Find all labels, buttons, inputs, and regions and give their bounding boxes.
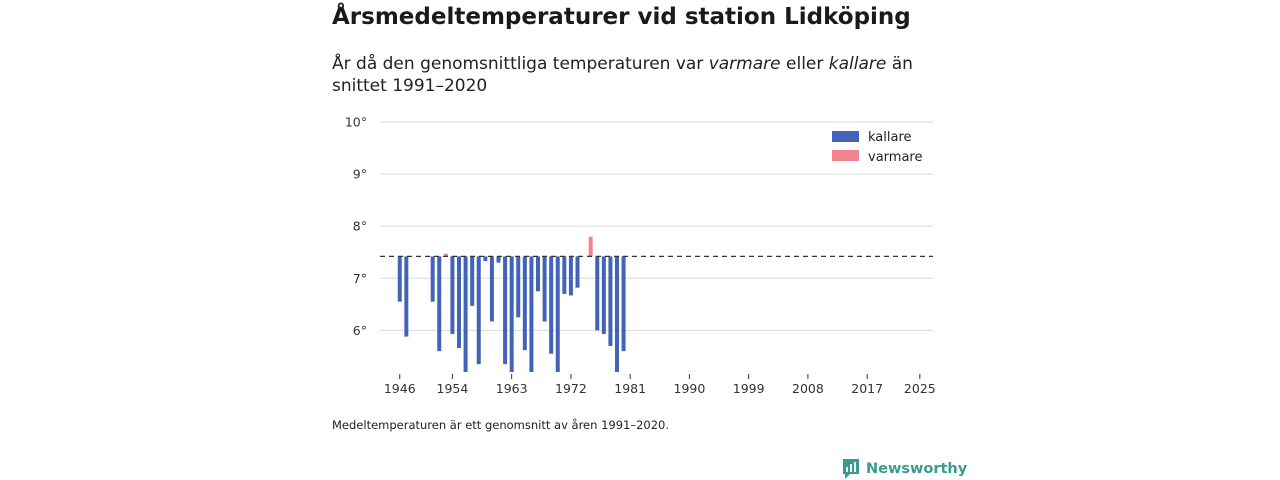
bar-1964 [516,256,521,318]
brand-logo: Newsworthy [842,458,967,480]
y-tick-label-9: 9° [353,167,367,182]
bar-1978 [608,256,613,346]
y-tick-label-6: 6° [353,323,367,338]
bar-1973 [575,256,580,288]
bar-1952 [437,256,442,352]
bar-1972 [568,256,573,296]
x-tick-label-1990: 1990 [674,381,706,396]
bar-1966 [529,256,534,372]
legend-label-cold: kallare [868,130,912,145]
bars [397,236,626,372]
bar-1963 [509,256,514,372]
bar-1955 [457,256,461,349]
x-axis: 1946 1954 1963 1972 1981 1990 1999 2008 2017 2025 [384,374,936,396]
legend: kallare varmare [832,130,922,165]
bar-1956 [463,256,468,372]
bar-1961 [496,256,501,263]
chart-subtitle: År då den genomsnittliga temperaturen va… [332,53,932,97]
bar-1946 [397,256,402,302]
y-tick-label-7: 7° [353,271,367,286]
bar-1958 [476,256,481,365]
brand-name: Newsworthy [866,461,968,477]
bar-1975 [588,236,593,257]
footnote: Medeltemperaturen är ett genomsnitt av å… [332,418,670,432]
bar-1957 [470,256,475,306]
x-tick-label-2008: 2008 [792,381,824,396]
subtitle-text-1: År då den genomsnittliga temperaturen va… [332,54,709,74]
bar-1965 [522,256,527,351]
x-tick-label-1981: 1981 [614,381,646,396]
newsworthy-logo-icon [843,459,859,479]
x-tick-label-1972: 1972 [555,381,587,396]
bar-1970 [555,256,560,372]
temperature-bar-chart: 6° 7° 8° 9° 10° 1946 1954 1963 1972 1981 1990 1999… [345,115,936,397]
bar-1951 [430,256,435,302]
bar-1962 [503,256,508,365]
bar-1947 [404,256,409,337]
legend-swatch-cold [832,131,859,142]
x-tick-label-1999: 1999 [733,381,765,396]
x-tick-label-1963: 1963 [496,381,528,396]
bar-1960 [489,256,494,322]
subtitle-text-2: eller [780,54,829,74]
legend-swatch-warm [832,150,859,161]
bar-1967 [536,256,540,292]
bar-1959 [483,256,488,262]
bar-1969 [549,256,554,354]
bar-1953 [443,253,448,257]
subtitle-text-3: än snittet 1991–2020 [332,54,913,96]
x-tick-label-2017: 2017 [851,381,883,396]
legend-label-warm: varmare [868,150,922,165]
bar-1971 [562,256,567,294]
bar-1977 [601,256,606,334]
bar-1979 [615,256,619,372]
x-tick-label-1946: 1946 [384,381,416,396]
bar-1976 [595,256,600,331]
subtitle-cold-word: kallare [828,54,887,74]
y-gridlines [380,121,933,331]
y-axis-labels: 6° 7° 8° 9° 10° [345,115,367,338]
y-tick-label-10: 10° [345,115,367,130]
chart-title: Årsmedeltemperaturer vid station Lidköpi… [332,4,911,30]
x-tick-label-1954: 1954 [437,381,469,396]
x-tick-label-2025: 2025 [904,381,936,396]
bar-1980 [621,256,626,352]
subtitle-warm-word: varmare [708,54,781,74]
bar-1968 [542,256,547,322]
bar-1954 [450,256,455,334]
y-tick-label-8: 8° [353,219,367,234]
